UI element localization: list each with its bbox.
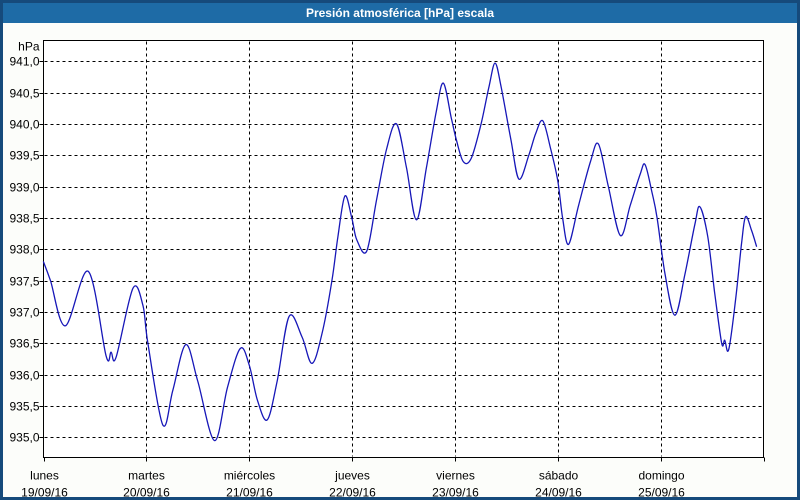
x-day-date-label: 21/09/16 (226, 486, 273, 498)
x-day-name-label: jueves (334, 469, 370, 483)
x-day-name-label: viernes (436, 469, 475, 483)
y-tick-label: 938,0 (9, 243, 39, 257)
pressure-series-line (42, 62, 758, 442)
x-day-date-label: 22/09/16 (329, 486, 376, 498)
pressure-line-chart: 941,0 940,5 940,0 939,5 939,0 938,5 938,0 937,5… (9, 40, 765, 498)
pressure-series (42, 62, 758, 442)
x-day-date-label: 23/09/16 (432, 486, 479, 498)
y-axis-unit-label: hPa (18, 40, 40, 54)
y-tick-label: 939,0 (9, 181, 39, 195)
x-day-date-label: 24/09/16 (535, 486, 582, 498)
y-tick-label: 935,0 (9, 431, 39, 445)
x-day-name-label: sábado (539, 469, 579, 483)
y-tick-label: 937,5 (9, 275, 39, 289)
y-gridlines (39, 61, 763, 438)
y-tick-label: 937,0 (9, 306, 39, 320)
x-day-date-label: 19/09/16 (21, 486, 68, 498)
y-tick-label: 936,0 (9, 369, 39, 383)
x-axis-labels: lunes 19/09/16 martes 20/09/16 miércoles 21/0… (21, 469, 685, 498)
y-tick-label: 935,5 (9, 400, 39, 414)
x-day-date-label: 25/09/16 (638, 486, 685, 498)
x-day-date-label: 20/09/16 (123, 486, 170, 498)
y-tick-label: 941,0 (9, 55, 39, 69)
y-tick-label: 938,5 (9, 212, 39, 226)
y-axis-labels: 941,0 940,5 940,0 939,5 939,0 938,5 938,0 937,5… (9, 40, 39, 445)
chart-title: Presión atmosférica [hPa] escala (305, 6, 495, 20)
x-day-name-label: domingo (638, 469, 684, 483)
y-tick-label: 936,5 (9, 337, 39, 351)
x-day-name-label: lunes (30, 469, 59, 483)
x-day-name-label: martes (128, 469, 165, 483)
y-tick-label: 940,0 (9, 118, 39, 132)
y-tick-label: 940,5 (9, 87, 39, 101)
chart-title-bar: Presión atmosférica [hPa] escala (3, 3, 797, 23)
x-day-name-label: miércoles (224, 469, 275, 483)
plot-frame (43, 40, 764, 458)
y-tick-label: 939,5 (9, 149, 39, 163)
x-gridlines (44, 41, 765, 462)
